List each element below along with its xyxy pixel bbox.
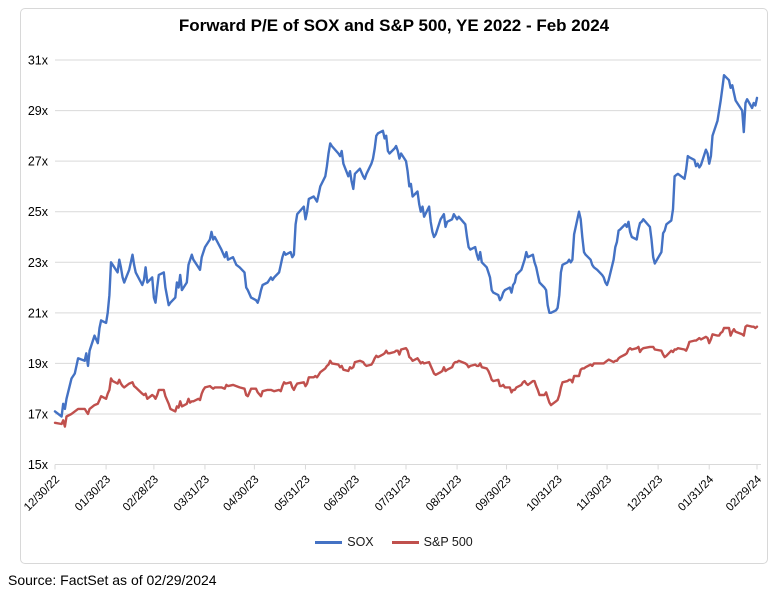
y-axis-label: 25x: [28, 205, 49, 219]
x-axis-label: 04/30/23: [221, 474, 261, 514]
source-note: Source: FactSet as of 02/29/2024: [8, 572, 217, 588]
x-axis-label: 01/30/23: [73, 474, 113, 514]
y-axis-label: 23x: [28, 256, 49, 270]
x-axis-label: 12/30/22: [22, 474, 62, 514]
y-axis-label: 21x: [28, 306, 49, 320]
y-axis-label: 31x: [28, 54, 49, 68]
x-axis-label: 06/30/23: [322, 474, 362, 514]
y-axis-label: 17x: [28, 407, 49, 421]
x-axis-label: 05/31/23: [272, 474, 312, 514]
y-axis-label: 27x: [28, 155, 49, 169]
x-axis-label: 01/31/24: [676, 473, 717, 514]
x-axis-label: 10/31/23: [525, 474, 565, 514]
legend-swatch-sp500: [391, 540, 419, 544]
legend-label: S&P 500: [423, 535, 473, 549]
chart-frame: [20, 8, 768, 564]
legend-label: SOX: [347, 535, 374, 549]
x-axis-label: 12/31/23: [625, 474, 665, 514]
x-axis-label: 07/31/23: [373, 474, 413, 514]
x-axis-label: 08/31/23: [424, 474, 464, 514]
chart-legend: SOX S&P 500: [20, 535, 768, 549]
x-axis-label: 09/30/23: [474, 474, 514, 514]
chart-title: Forward P/E of SOX and S&P 500, YE 2022 …: [178, 16, 610, 35]
legend-item: S&P 500: [391, 535, 473, 549]
series-line-sp500: [53, 324, 759, 428]
series-line-sox: [53, 73, 759, 418]
x-axis-label: 02/29/24: [724, 473, 765, 514]
x-axis-label: 03/31/23: [172, 474, 212, 514]
y-axis-label: 19x: [28, 357, 49, 371]
x-axis-label: 11/30/23: [575, 474, 615, 514]
y-axis-label: 15x: [28, 458, 49, 472]
legend-swatch-sox: [315, 540, 343, 544]
legend-item: SOX: [315, 535, 374, 549]
y-axis-label: 29x: [28, 104, 49, 118]
x-axis-label: 02/28/23: [121, 474, 161, 514]
